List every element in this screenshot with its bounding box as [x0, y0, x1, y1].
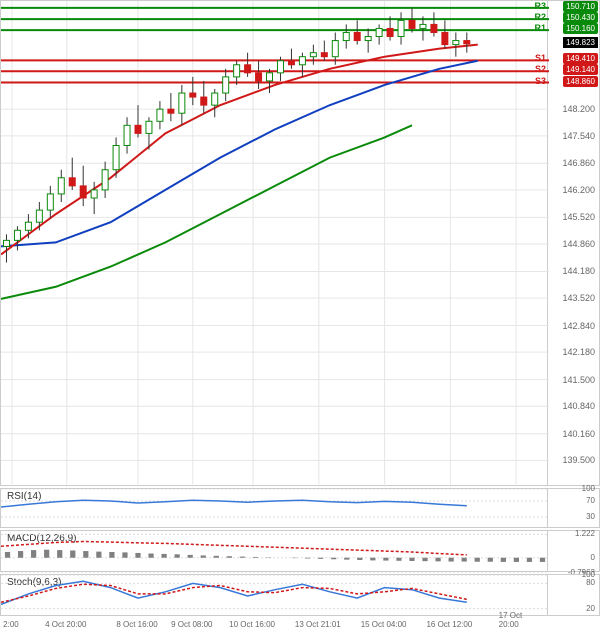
y-tick-label: 140.840	[562, 401, 595, 411]
x-tick-label: 4 Oct 20:00	[45, 620, 86, 629]
x-tick-label: 2:00	[3, 620, 19, 629]
y-tick-label: 146.860	[562, 158, 595, 168]
macd-panel[interactable]: MACD(12,26,9)	[0, 530, 548, 572]
y-tick-label: 143.520	[562, 293, 595, 303]
rsi-svg	[1, 489, 549, 529]
indicator-y-label: 70	[586, 496, 595, 505]
y-tick-label: 142.180	[562, 347, 595, 357]
indicator-y-label: 100	[582, 484, 595, 493]
current-price-badge: 149.823	[563, 37, 598, 48]
indicator-y-label: 20	[586, 604, 595, 613]
indicator-y-label: 100	[582, 570, 595, 579]
macd-label: MACD(12,26,9)	[7, 533, 76, 544]
y-tick-label: 139.500	[562, 455, 595, 465]
price-chart[interactable]	[0, 0, 548, 486]
x-tick-label: 8 Oct 16:00	[116, 620, 157, 629]
time-x-axis: 2:00 4 Oct 20:00 8 Oct 16:00 9 Oct 08:00 10 …	[0, 616, 548, 631]
indicator-y-label: 30	[586, 512, 595, 521]
sr-value-badge: 149.410	[563, 53, 598, 64]
y-tick-label: 142.840	[562, 321, 595, 331]
rsi-panel[interactable]: RSI(14)	[0, 488, 548, 528]
x-tick-label: 17 Oct 20:00	[499, 611, 532, 629]
sr-value-badge: 149.140	[563, 64, 598, 75]
sr-value-badge: 150.160	[563, 23, 598, 34]
rsi-label: RSI(14)	[7, 491, 41, 502]
rsi-y-axis: 3070100	[548, 488, 600, 528]
chart-container: 139.500 140.160 140.840 141.500 142.180 142.8…	[0, 0, 600, 631]
stoch-panel[interactable]: Stoch(9,6,3)	[0, 574, 548, 616]
y-tick-label: 140.160	[562, 429, 595, 439]
x-tick-label: 9 Oct 08:00	[171, 620, 212, 629]
y-tick-label: 145.520	[562, 212, 595, 222]
sr-label: R2	[534, 12, 546, 22]
y-tick-label: 144.860	[562, 239, 595, 249]
sr-value-badge: 150.430	[563, 12, 598, 23]
sr-value-badge: 150.710	[563, 1, 598, 12]
macd-y-axis: -0.796301.222	[548, 530, 600, 572]
sr-label: S1	[535, 53, 546, 63]
y-tick-label: 144.180	[562, 266, 595, 276]
sr-label: S3	[535, 76, 546, 86]
x-tick-label: 15 Oct 04:00	[361, 620, 407, 629]
sr-value-badge: 148.860	[563, 76, 598, 87]
stoch-label: Stoch(9,6,3)	[7, 577, 61, 588]
x-tick-label: 10 Oct 16:00	[229, 620, 275, 629]
macd-svg	[1, 531, 549, 573]
x-tick-label: 13 Oct 21:01	[295, 620, 341, 629]
indicator-y-label: 80	[586, 578, 595, 587]
sr-label: R1	[534, 23, 546, 33]
indicator-y-label: 0	[591, 553, 595, 562]
stoch-svg	[1, 575, 549, 617]
y-tick-label: 147.540	[562, 131, 595, 141]
sr-label: R3	[534, 1, 546, 11]
stoch-y-axis: 2080100	[548, 574, 600, 616]
main-chart-svg	[1, 1, 549, 487]
indicator-y-label: 1.222	[575, 529, 595, 538]
y-tick-label: 141.500	[562, 375, 595, 385]
x-tick-label: 16 Oct 12:00	[426, 620, 472, 629]
sr-label: S2	[535, 64, 546, 74]
y-tick-label: 148.200	[562, 104, 595, 114]
y-tick-label: 146.200	[562, 185, 595, 195]
